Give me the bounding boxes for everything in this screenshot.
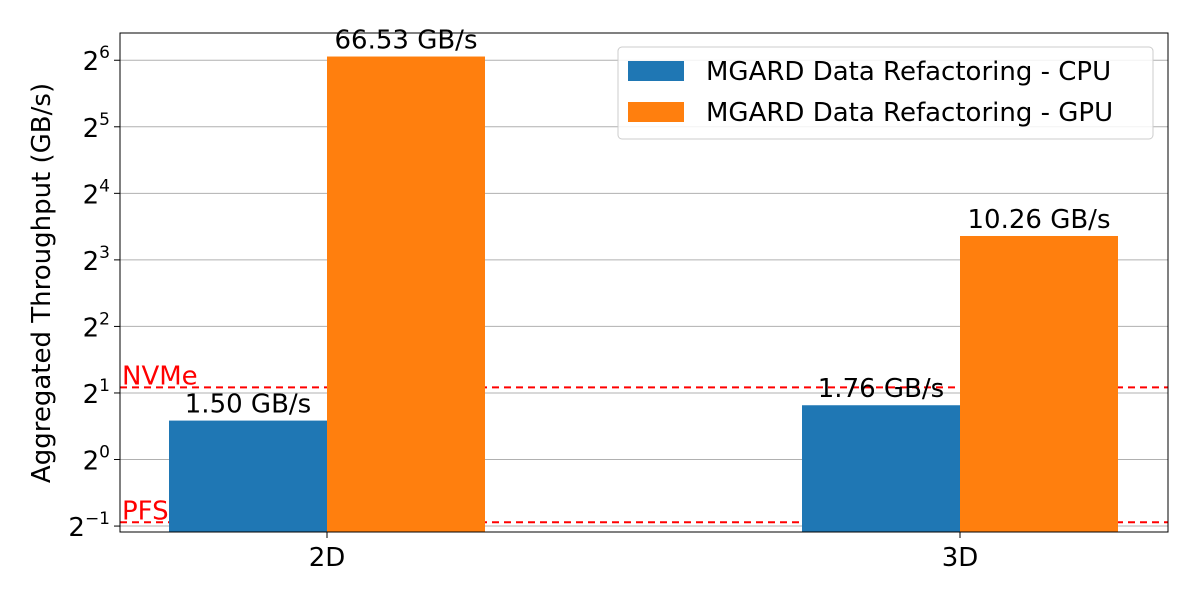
legend-label-cpu: MGARD Data Refactoring - CPU — [706, 57, 1111, 87]
y-tick-label: 20 — [83, 443, 110, 477]
y-tick-exponent: 0 — [99, 443, 110, 463]
x-axis-ticks: 2D 3D — [309, 532, 979, 573]
legend-swatch-cpu — [628, 61, 684, 81]
y-tick-exponent: 4 — [99, 176, 110, 196]
y-tick-base: 2 — [68, 513, 85, 543]
y-tick-exponent: 5 — [99, 110, 110, 130]
y-tick-label: 25 — [83, 110, 110, 144]
y-tick-base: 2 — [83, 47, 100, 77]
data-labels: 1.50 GB/s 66.53 GB/s 1.76 GB/s 10.26 GB/s — [185, 26, 1111, 420]
y-tick-base: 2 — [83, 380, 100, 410]
legend: MGARD Data Refactoring - CPU MGARD Data … — [617, 46, 1154, 140]
y-tick-label: 23 — [83, 243, 110, 277]
bar-3d-gpu — [960, 235, 1118, 532]
legend-label-gpu: MGARD Data Refactoring - GPU — [706, 98, 1113, 128]
bar-3d-cpu — [802, 405, 960, 532]
y-tick-label: 21 — [83, 376, 110, 410]
y-tick-base: 2 — [83, 114, 100, 144]
y-tick-exponent: −1 — [85, 509, 110, 529]
y-tick-label: 24 — [83, 176, 110, 210]
plot-frame — [119, 32, 1169, 533]
y-tick-label: 2−1 — [68, 509, 110, 543]
bar-2d-cpu — [169, 420, 327, 532]
x-tick-label: 2D — [309, 543, 346, 573]
data-label: 1.50 GB/s — [185, 390, 311, 420]
y-tick-label: 26 — [83, 43, 110, 77]
y-tick-base: 2 — [83, 247, 100, 277]
data-label: 66.53 GB/s — [335, 26, 478, 56]
y-tick-exponent: 3 — [99, 243, 110, 263]
data-label: 1.76 GB/s — [818, 374, 944, 404]
legend-swatch-gpu — [628, 102, 684, 122]
y-tick-exponent: 2 — [99, 309, 110, 329]
data-label: 10.26 GB/s — [968, 205, 1111, 235]
reference-line-label: NVMe — [122, 361, 198, 391]
bars — [169, 56, 1118, 532]
x-tick-label: 3D — [942, 543, 979, 573]
y-tick-exponent: 1 — [99, 376, 110, 396]
y-tick-base: 2 — [83, 180, 100, 210]
y-tick-base: 2 — [83, 313, 100, 343]
reference-line-label: PFS — [122, 496, 169, 526]
y-tick-exponent: 6 — [99, 43, 110, 63]
legend-box — [617, 46, 1154, 140]
bar-2d-gpu — [327, 56, 485, 532]
y-axis-label: Aggregated Throughput (GB/s) — [27, 83, 57, 483]
y-tick-base: 2 — [83, 447, 100, 477]
y-tick-label: 22 — [83, 309, 110, 343]
